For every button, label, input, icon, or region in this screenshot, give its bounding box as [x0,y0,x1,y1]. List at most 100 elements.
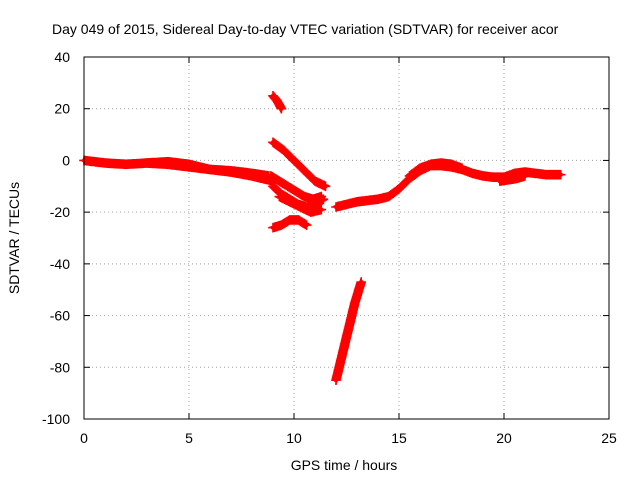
x-tick-label: 0 [80,430,88,446]
data-point [279,222,284,228]
data-point [449,162,454,167]
x-tick-label: 10 [286,430,302,446]
data-point [514,176,519,181]
data-point [533,171,538,176]
series-morning-upper [142,156,274,181]
data-point [270,140,276,145]
data-point [310,197,316,202]
data-point [186,162,192,167]
data-point [352,300,358,305]
data-point [407,173,412,179]
data-point [270,93,276,98]
x-tick-label: 5 [185,430,193,446]
y-tick-label: 0 [62,152,70,168]
data-point [287,217,292,223]
data-point [279,106,284,111]
series-upper-fragment [268,91,287,114]
data-point [375,197,381,202]
series-evening [331,160,566,212]
data-point [285,184,290,189]
series-arc-c [274,191,327,217]
data-point [340,352,345,357]
data-point [354,199,360,204]
data-point [386,194,391,199]
data-point [293,189,299,194]
y-axis-label: SDTVAR / TECUs [6,182,22,294]
data-series [79,91,566,385]
x-tick-label: 15 [391,430,407,446]
plot-frame [83,56,610,420]
data-point [558,172,563,177]
data-point [506,177,511,183]
data-point [543,172,549,177]
data-point [333,204,339,210]
data-point [287,199,292,204]
y-tick-label: -100 [42,411,70,427]
data-point [165,159,171,164]
data-point [296,217,301,223]
y-tick-label: -40 [50,256,70,272]
data-point [249,171,255,176]
data-point [281,147,286,153]
data-point [270,184,276,189]
x-axis-label: GPS time / hours [291,457,398,473]
data-point [491,175,496,180]
data-point [323,184,328,189]
series-evening-lower [495,171,530,186]
data-point [365,198,370,203]
data-point [417,165,423,171]
series-evening-upper [404,158,467,181]
data-point [319,207,324,212]
data-point [102,160,108,166]
data-point [344,202,349,207]
y-tick-label: 40 [54,49,70,65]
data-point [277,194,282,199]
data-point [319,194,324,199]
data-point [497,178,502,184]
axis-ticks [83,56,610,420]
data-point [207,167,213,172]
data-point [197,164,202,170]
x-tick-label: 25 [601,430,617,446]
series-markers [331,277,366,385]
data-point [298,204,303,210]
data-point [438,160,444,166]
data-point [270,225,276,230]
x-tick-label: 20 [496,430,512,446]
data-point [302,168,307,173]
grid [84,57,609,419]
data-point [522,173,528,179]
y-tick-label: -20 [50,204,70,220]
series-markers [331,160,566,212]
series-arc-b [266,171,327,204]
data-point [277,178,282,184]
data-point [312,178,318,184]
data-point [304,222,309,228]
data-point [396,186,402,192]
data-point [359,279,364,285]
data-point [308,209,313,215]
data-point [144,160,150,166]
data-point [470,171,475,176]
series-lower-fragment [268,215,312,233]
series-falling-branch [268,137,331,192]
data-point [275,98,280,104]
data-point [291,158,297,163]
data-point [123,162,129,167]
series-plunge [331,277,366,385]
y-tick-label: -60 [50,308,70,324]
y-tick-label: -80 [50,359,70,375]
y-tick-label: 20 [54,101,70,117]
data-point [459,165,465,171]
data-point [268,173,274,179]
chart-title: Day 049 of 2015, Sidereal Day-to-day VTE… [52,21,559,37]
data-point [346,326,351,331]
data-point [333,378,339,383]
data-point [480,173,486,179]
data-point [302,194,307,199]
series-markers [142,156,274,181]
tick-labels: 0 5 10 15 20 25 -100 -80 -60 -40 -20 0 20 40 [42,49,617,446]
data-point [228,168,234,173]
data-point [428,162,433,167]
